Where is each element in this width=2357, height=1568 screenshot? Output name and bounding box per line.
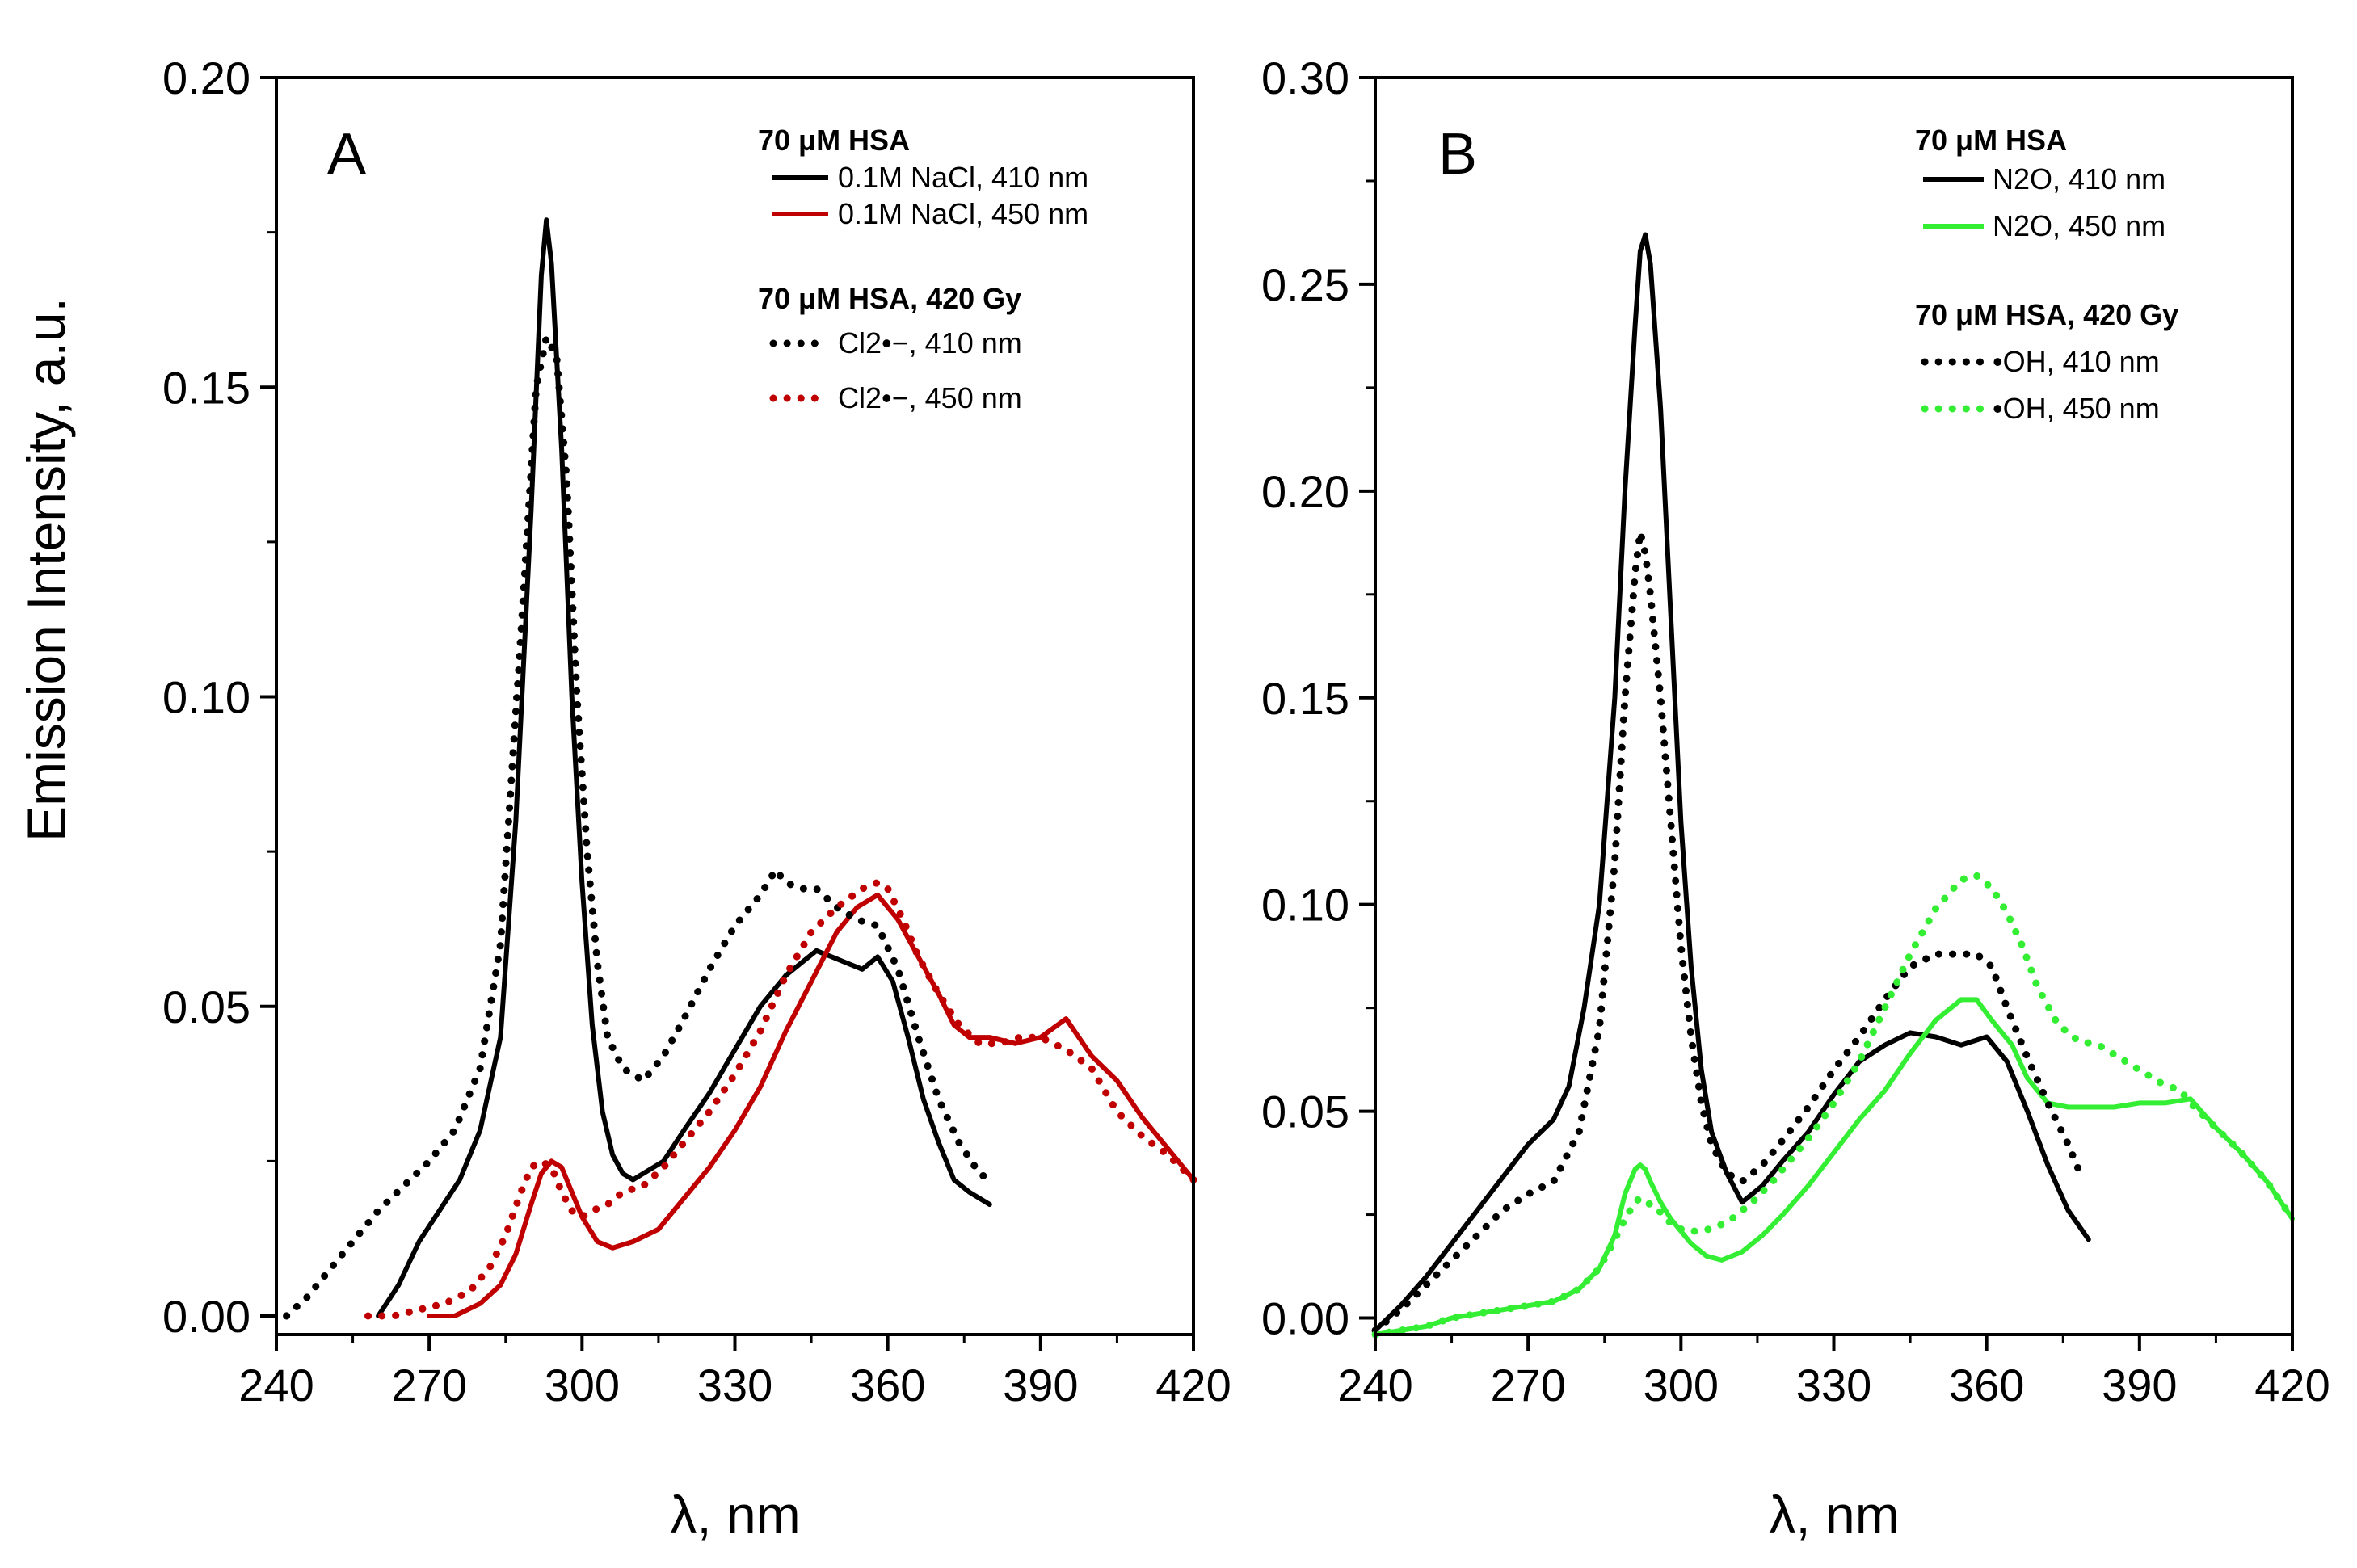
panel-a-legend-label-3: Cl2•−, 450 nm (838, 381, 1022, 414)
panel-b-legend-group1: 70 μM HSA (1915, 124, 2067, 157)
panel-a-y-tick-label: 0.20 (162, 53, 250, 103)
panel-a-series-0-line (376, 217, 992, 1318)
panel-a-legend-group1: 70 μM HSA (758, 124, 910, 157)
panel-a: 240 270 300 330 360 390 420 0.00 0.05 0.10 0.15 0.2… (162, 53, 1231, 1545)
panel-b-x-tick-label: 300 (1644, 1360, 1719, 1410)
panel-a-legend-label-2: Cl2•−, 410 nm (838, 326, 1022, 359)
panel-b-y-tick-label: 0.15 (1261, 673, 1349, 724)
panel-a-x-tick-label: 360 (850, 1360, 925, 1410)
panel-a-series-2-line (283, 334, 994, 1320)
panel-b-legend-label-0: N2O, 410 nm (1993, 162, 2165, 195)
panel-a-y-tick-label: 0.10 (162, 672, 250, 723)
panel-b-series-3-line (1371, 872, 2296, 1339)
panel-a-legend: 70 μM HSA 0.1M NaCl, 410 nm 0.1M NaCl, 4… (758, 124, 1088, 414)
panel-b-x-tick-label: 270 (1490, 1360, 1565, 1410)
panel-a-y-tick-label: 0.00 (162, 1291, 250, 1342)
panel-b-x-tick-label: 240 (1337, 1360, 1412, 1410)
panel-b-legend-group2: 70 μM HSA, 420 Gy (1915, 298, 2178, 331)
panel-b-series-0-line (1373, 232, 2091, 1333)
panel-a-x-tick-label: 390 (1003, 1360, 1078, 1410)
panel-b-plot-area (1371, 232, 2296, 1339)
panel-b-legend-label-3: •OH, 450 nm (1993, 392, 2160, 425)
panel-a-y-tick-label: 0.05 (162, 982, 250, 1032)
panel-a-letter: A (327, 122, 366, 187)
panel-a-series-1-line (427, 892, 1196, 1318)
panel-a-x-tick-label: 330 (697, 1360, 772, 1410)
panel-a-x-tick-label: 270 (391, 1360, 466, 1410)
panel-a-legend-label-1: 0.1M NaCl, 450 nm (838, 197, 1088, 230)
panel-b-x-tick-label: 390 (2102, 1360, 2177, 1410)
panel-b-ticks: 240 270 300 330 360 390 420 0.00 0.05 0.10 0.15 0.2… (1261, 53, 2330, 1410)
panel-b-x-tick-label: 330 (1796, 1360, 1871, 1410)
panel-b-y-tick-label: 0.20 (1261, 466, 1349, 517)
panel-a-x-tick-label: 240 (238, 1360, 314, 1410)
panel-b-series-1-line (1373, 997, 2295, 1337)
panel-a-plot-area (283, 217, 1197, 1320)
panel-a-x-axis-title: λ, nm (670, 1485, 800, 1545)
panel-a-ticks: 240 270 300 330 360 390 420 0.00 0.05 0.10 0.15 0.2… (162, 53, 1231, 1410)
panel-b-y-tick-label: 0.05 (1261, 1087, 1349, 1137)
panel-b-x-axis-title: λ, nm (1769, 1485, 1899, 1545)
panel-b: 240 270 300 330 360 390 420 0.00 0.05 0.10 0.15 0.2… (1261, 53, 2330, 1545)
panel-b-y-tick-label: 0.30 (1261, 53, 1349, 103)
panel-b-series-2-line (1371, 528, 2082, 1335)
panel-b-legend: 70 μM HSA N2O, 410 nm N2O, 450 nm 70 μM … (1915, 124, 2178, 425)
y-axis-title: Emission Intensity, a.u. (16, 297, 76, 842)
panel-b-x-tick-label: 360 (1949, 1360, 2024, 1410)
panel-b-legend-label-1: N2O, 450 nm (1993, 209, 2165, 242)
panel-a-y-tick-label: 0.15 (162, 362, 250, 413)
panel-a-legend-group2: 70 μM HSA, 420 Gy (758, 282, 1021, 315)
panel-b-x-tick-label: 420 (2254, 1360, 2330, 1410)
panel-a-legend-label-0: 0.1M NaCl, 410 nm (838, 161, 1088, 194)
panel-b-y-tick-label: 0.00 (1261, 1293, 1349, 1344)
panel-b-y-tick-label: 0.10 (1261, 880, 1349, 931)
panel-b-legend-label-2: •OH, 410 nm (1993, 345, 2160, 378)
panel-b-letter: B (1438, 122, 1477, 187)
panel-a-x-tick-label: 420 (1155, 1360, 1231, 1410)
panel-a-series-3-line (364, 879, 1197, 1320)
panel-a-x-tick-label: 300 (545, 1360, 620, 1410)
panel-b-y-tick-label: 0.25 (1261, 259, 1349, 310)
